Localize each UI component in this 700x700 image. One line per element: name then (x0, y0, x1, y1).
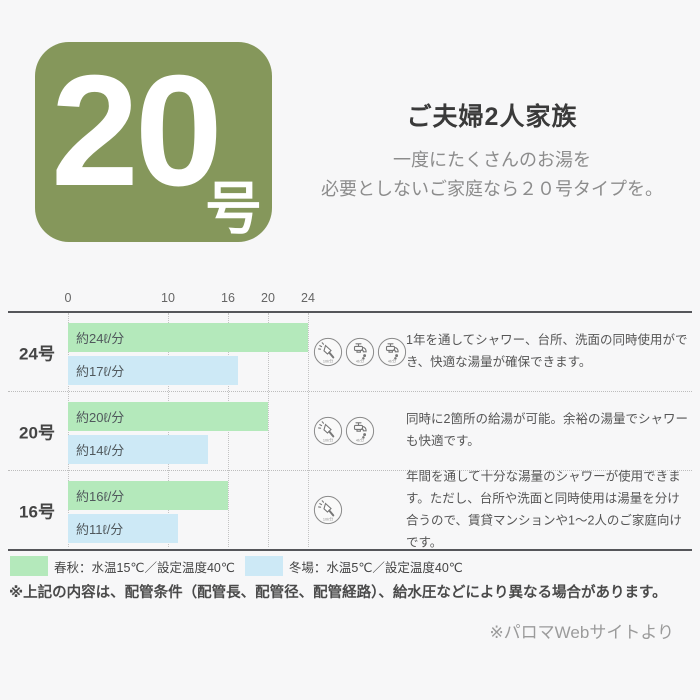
row-description: 同時に2箇所の給湯が可能。余裕の湯量でシャワーも快適です。 (406, 412, 688, 448)
chart-row: 24号 約24ℓ/分 約17ℓ/分 10ℓ/分 4ℓ/分 4ℓ/分 1年を通してシャワー、台… (8, 313, 692, 392)
page-title: ご夫婦2人家族 (406, 103, 578, 131)
legend-label: 春秋：水温15℃／設定温度40℃ (54, 560, 235, 575)
chart-row: 16号 約16ℓ/分 約11ℓ/分 10ℓ/分 年間を通して十分な湯量のシャワーが使用で… (8, 469, 692, 551)
header: ご夫婦2人家族 一度にたくさんのお湯を必要としないご家庭なら２０号タイプを。 (292, 97, 692, 204)
subtitle-line-1: 一度にたくさんのお湯を (393, 150, 591, 170)
axis-tick-labels: 0 10 16 20 24 (8, 286, 692, 308)
row-label: 24号 (19, 344, 55, 364)
faucet-icon: 4ℓ/分 (377, 337, 407, 367)
axis-tick: 10 (161, 291, 175, 305)
bar-冬場: 約14ℓ/分 (68, 435, 208, 464)
bar-冬場: 約17ℓ/分 (68, 356, 238, 385)
bar-value-label: 約20ℓ/分 (76, 410, 125, 425)
usage-icons: 10ℓ/分 (313, 495, 343, 525)
chart-rows: 24号 約24ℓ/分 約17ℓ/分 10ℓ/分 4ℓ/分 4ℓ/分 1年を通してシャワー、台… (8, 313, 692, 551)
bar-value-label: 約16ℓ/分 (76, 489, 125, 504)
subtitle-line-2: 必要としないご家庭なら２０号タイプを。 (321, 179, 663, 200)
bar-value-label: 約11ℓ/分 (76, 522, 124, 537)
flow-rate-chart: 24号 約24ℓ/分 約17ℓ/分 10ℓ/分 4ℓ/分 4ℓ/分 1年を通してシャワー、台… (8, 311, 692, 551)
shower-icon: 10ℓ/分 (313, 416, 343, 446)
row-label: 20号 (19, 423, 55, 443)
legend-swatch (244, 556, 283, 576)
icon-caption: 10ℓ/分 (323, 359, 334, 364)
bar-春秋: 約16ℓ/分 (68, 481, 228, 510)
bars: 約20ℓ/分 約14ℓ/分 (68, 402, 268, 468)
faucet-icon: 4ℓ/分 (345, 416, 375, 446)
row-description: 年間を通して十分な湯量のシャワーが使用できます。ただし、台所や洗面と同時使用は湯… (406, 469, 682, 549)
source-credit: ※パロマWebサイトより (489, 623, 674, 642)
footnote: ※上記の内容は、配管条件（配管長、配管径、配管経路）、給水圧などにより異なる場合… (9, 585, 667, 601)
bars: 約16ℓ/分 約11ℓ/分 (68, 481, 228, 547)
legend-label: 冬場：水温5℃／設定温度40℃ (288, 560, 463, 575)
icon-caption: 10ℓ/分 (323, 438, 334, 443)
badge-number: 20 (51, 42, 223, 219)
icon-caption: 4ℓ/分 (388, 359, 396, 364)
shower-icon: 10ℓ/分 (313, 495, 343, 525)
legend-swatch (10, 556, 48, 576)
usage-icons: 10ℓ/分 4ℓ/分 (313, 416, 375, 446)
icon-caption: 4ℓ/分 (356, 359, 364, 364)
row-description: 1年を通してシャワー、台所、洗面の同時使用ができ、快適な湯量が確保できます。 (406, 333, 688, 369)
axis-tick: 0 (64, 291, 72, 305)
shower-icon: 10ℓ/分 (313, 337, 343, 367)
axis-tick: 24 (301, 291, 315, 305)
faucet-icon: 4ℓ/分 (345, 337, 375, 367)
bar-value-label: 約17ℓ/分 (76, 364, 125, 379)
legend-item: 春秋：水温15℃／設定温度40℃ (10, 556, 235, 576)
gridline (268, 313, 269, 547)
capacity-badge: 20 号 (35, 42, 272, 242)
bar-春秋: 約20ℓ/分 (68, 402, 268, 431)
page-subtitle: 一度にたくさんのお湯を必要としないご家庭なら２０号タイプを。 (292, 146, 692, 204)
legend-item: 冬場：水温5℃／設定温度40℃ (244, 556, 463, 576)
bar-春秋: 約24ℓ/分 (68, 323, 308, 352)
bar-value-label: 約24ℓ/分 (76, 331, 125, 346)
usage-icons: 10ℓ/分 4ℓ/分 4ℓ/分 (313, 337, 407, 367)
axis-tick: 20 (261, 291, 275, 305)
chart-row: 20号 約20ℓ/分 約14ℓ/分 10ℓ/分 4ℓ/分 同時に2箇所の給湯が可能。余裕の… (8, 392, 692, 471)
row-label: 16号 (19, 502, 55, 522)
badge-unit-label: 号 (205, 177, 262, 241)
bars: 約24ℓ/分 約17ℓ/分 (68, 323, 308, 389)
axis-tick: 16 (221, 291, 235, 305)
legend: 春秋：水温15℃／設定温度40℃ 冬場：水温5℃／設定温度40℃ (10, 556, 473, 576)
gridline (308, 313, 309, 547)
bar-冬場: 約11ℓ/分 (68, 514, 178, 543)
icon-caption: 10ℓ/分 (323, 517, 334, 522)
bar-value-label: 約14ℓ/分 (76, 443, 125, 458)
icon-caption: 4ℓ/分 (356, 438, 364, 443)
